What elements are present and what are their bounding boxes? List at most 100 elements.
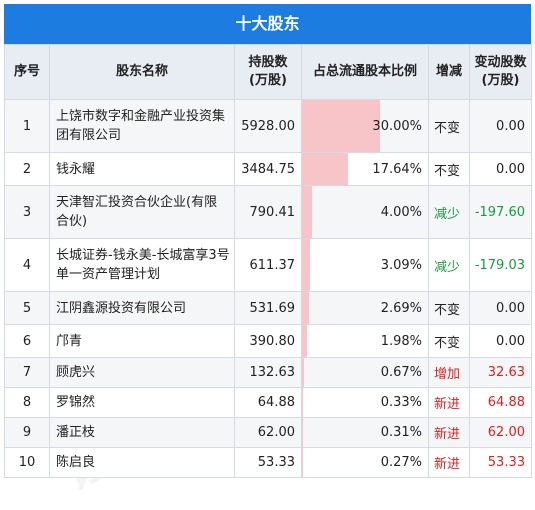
table-row: 3 天津智汇投资合伙企业(有限合伙) 790.41 4.00% 减少 -197.60	[5, 186, 532, 239]
ratio-value: 4.00%	[381, 205, 422, 220]
ratio-bar	[302, 239, 310, 291]
row-index: 4	[5, 239, 50, 292]
change-status: 不变	[429, 292, 470, 325]
delta-shares: 64.88	[470, 388, 532, 418]
ratio-cell: 0.33%	[302, 388, 429, 418]
shareholder-name: 钱永耀	[50, 153, 235, 186]
ratio-cell: 17.64%	[302, 153, 429, 186]
shareholder-name: 顾虎兴	[50, 358, 235, 388]
table-row: 8 罗锦然 64.88 0.33% 新进 64.88	[5, 388, 532, 418]
ratio-cell: 30.00%	[302, 100, 429, 153]
shares-held: 5928.00	[235, 100, 302, 153]
shares-held: 790.41	[235, 186, 302, 239]
header-delta: 变动股数 (万股)	[470, 45, 532, 100]
delta-shares: 0.00	[470, 325, 532, 358]
row-index: 2	[5, 153, 50, 186]
shares-held: 390.80	[235, 325, 302, 358]
table-row: 6 邝青 390.80 1.98% 不变 0.00	[5, 325, 532, 358]
ratio-cell: 1.98%	[302, 325, 429, 358]
row-index: 1	[5, 100, 50, 153]
shareholder-name: 潘正枝	[50, 418, 235, 448]
row-index: 9	[5, 418, 50, 448]
delta-shares: 32.63	[470, 358, 532, 388]
change-status: 新进	[429, 388, 470, 418]
header-delta-line1: 变动股数	[474, 55, 526, 70]
change-status: 不变	[429, 325, 470, 358]
change-status: 增加	[429, 358, 470, 388]
shareholder-name: 长城证券-钱永美-长城富享3号单一资产管理计划	[50, 239, 235, 292]
header-shareholder-name: 股东名称	[50, 45, 235, 100]
header-shares-line2: (万股)	[249, 73, 287, 88]
shareholder-name: 罗锦然	[50, 388, 235, 418]
ratio-value: 2.69%	[381, 301, 422, 316]
ratio-cell: 4.00%	[302, 186, 429, 239]
ratio-value: 17.64%	[372, 162, 422, 177]
delta-shares: -197.60	[470, 186, 532, 239]
shares-held: 62.00	[235, 418, 302, 448]
shareholder-name: 邝青	[50, 325, 235, 358]
ratio-bar	[302, 388, 303, 417]
ratio-cell: 3.09%	[302, 239, 429, 292]
table-row: 9 潘正枝 62.00 0.31% 新进 62.00	[5, 418, 532, 448]
ratio-bar	[302, 153, 348, 185]
table-row: 10 陈启良 53.33 0.27% 新进 53.33	[5, 448, 532, 478]
shareholder-name: 江阴鑫源投资有限公司	[50, 292, 235, 325]
table-row: 4 长城证券-钱永美-长城富享3号单一资产管理计划 611.37 3.09% 减少 -17…	[5, 239, 532, 292]
ratio-bar	[302, 358, 304, 387]
ratio-value: 0.67%	[381, 365, 422, 380]
ratio-value: 1.98%	[381, 334, 422, 349]
panel-title: 十大股东	[4, 4, 531, 44]
header-index: 序号	[5, 45, 50, 100]
header-shares: 持股数 (万股)	[235, 45, 302, 100]
shareholders-table: 序号 股东名称 持股数 (万股) 占总流通股本比例 增减 变动股数 (万股) 1 上饶…	[4, 44, 532, 478]
shareholder-name: 上饶市数字和金融产业投资集团有限公司	[50, 100, 235, 153]
ratio-bar	[302, 292, 309, 324]
row-index: 3	[5, 186, 50, 239]
shares-held: 53.33	[235, 448, 302, 478]
change-status: 不变	[429, 153, 470, 186]
delta-shares: 0.00	[470, 100, 532, 153]
ratio-value: 0.31%	[381, 425, 422, 440]
row-index: 10	[5, 448, 50, 478]
table-header-row: 序号 股东名称 持股数 (万股) 占总流通股本比例 增减 变动股数 (万股)	[5, 45, 532, 100]
change-status: 减少	[429, 186, 470, 239]
ratio-bar	[302, 325, 307, 357]
row-index: 7	[5, 358, 50, 388]
change-status: 新进	[429, 418, 470, 448]
ratio-value: 0.33%	[381, 395, 422, 410]
shareholder-name: 天津智汇投资合伙企业(有限合伙)	[50, 186, 235, 239]
row-index: 6	[5, 325, 50, 358]
table-row: 2 钱永耀 3484.75 17.64% 不变 0.00	[5, 153, 532, 186]
change-status: 新进	[429, 448, 470, 478]
change-status: 减少	[429, 239, 470, 292]
ratio-cell: 0.67%	[302, 358, 429, 388]
header-shares-line1: 持股数	[248, 55, 287, 70]
header-delta-line2: (万股)	[482, 73, 520, 88]
delta-shares: 62.00	[470, 418, 532, 448]
shares-held: 3484.75	[235, 153, 302, 186]
delta-shares: -179.03	[470, 239, 532, 292]
top-ten-shareholders-panel: 十大股东 序号 股东名称 持股数 (万股) 占总流通股本比例 增减 变动股数 (万股…	[4, 4, 531, 478]
ratio-value: 3.09%	[381, 258, 422, 273]
header-ratio: 占总流通股本比例	[302, 45, 429, 100]
delta-shares: 0.00	[470, 153, 532, 186]
ratio-value: 30.00%	[372, 119, 422, 134]
table-row: 7 顾虎兴 132.63 0.67% 增加 32.63	[5, 358, 532, 388]
table-row: 1 上饶市数字和金融产业投资集团有限公司 5928.00 30.00% 不变 0.00	[5, 100, 532, 153]
row-index: 8	[5, 388, 50, 418]
shareholder-name: 陈启良	[50, 448, 235, 478]
ratio-bar	[302, 448, 303, 477]
delta-shares: 0.00	[470, 292, 532, 325]
ratio-bar	[302, 100, 380, 152]
shares-held: 531.69	[235, 292, 302, 325]
shares-held: 132.63	[235, 358, 302, 388]
ratio-cell: 0.31%	[302, 418, 429, 448]
header-change: 增减	[429, 45, 470, 100]
ratio-value: 0.27%	[381, 455, 422, 470]
shares-held: 611.37	[235, 239, 302, 292]
row-index: 5	[5, 292, 50, 325]
ratio-bar	[302, 186, 312, 238]
delta-shares: 53.33	[470, 448, 532, 478]
ratio-bar	[302, 418, 303, 447]
change-status: 不变	[429, 100, 470, 153]
